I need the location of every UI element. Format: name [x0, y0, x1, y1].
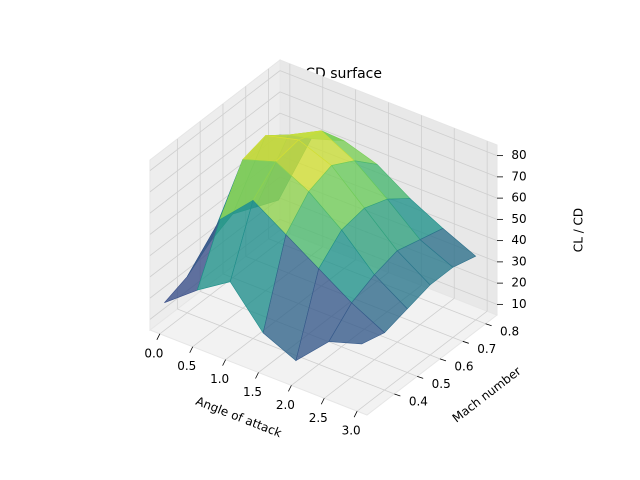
grid-line [149, 91, 281, 193]
tick-mark [485, 323, 492, 327]
surface-cell [328, 302, 386, 345]
grid-line [324, 297, 455, 399]
grid-line [149, 112, 281, 214]
tick-mark [288, 385, 292, 392]
tick-mark [394, 393, 401, 397]
z-tick-label: 40 [511, 233, 526, 247]
y-tick-label: 0.6 [454, 359, 473, 373]
z-tick-label: 20 [511, 276, 526, 290]
z-tick-label: 50 [511, 212, 526, 226]
tick-mark [189, 346, 194, 353]
tick-mark [320, 398, 325, 405]
z-tick-label: 70 [511, 169, 526, 183]
tick-mark [255, 372, 259, 379]
z-tick-label: 80 [511, 148, 526, 162]
tick-mark [439, 358, 447, 362]
y-tick-label: 0.5 [432, 377, 451, 391]
tick-mark [353, 410, 358, 418]
grid-line [279, 70, 498, 156]
grid-line [279, 112, 498, 199]
x-tick-label: 0.5 [177, 359, 196, 373]
z-axis-label: CL / CD [572, 208, 586, 252]
z-tick-label: 30 [511, 254, 526, 268]
grid-line [279, 91, 498, 178]
y-tick-label: 0.8 [500, 324, 519, 338]
tick-mark [462, 340, 469, 344]
z-tick-label: 10 [511, 297, 526, 311]
grid-line [149, 70, 281, 171]
y-tick-label: 0.7 [477, 342, 496, 356]
tick-mark [156, 333, 161, 341]
x-tick-label: 1.5 [243, 385, 262, 399]
tick-mark [222, 359, 226, 366]
x-tick-label: 3.0 [342, 424, 361, 438]
z-tick-label: 60 [511, 191, 526, 205]
grid-line [356, 310, 488, 412]
y-tick-label: 0.4 [409, 394, 428, 408]
x-tick-label: 2.0 [276, 398, 295, 412]
tick-mark [417, 376, 424, 379]
x-tick-label: 2.5 [309, 411, 328, 425]
x-tick-label: 1.0 [210, 372, 229, 386]
x-tick-label: 0.0 [144, 346, 163, 360]
